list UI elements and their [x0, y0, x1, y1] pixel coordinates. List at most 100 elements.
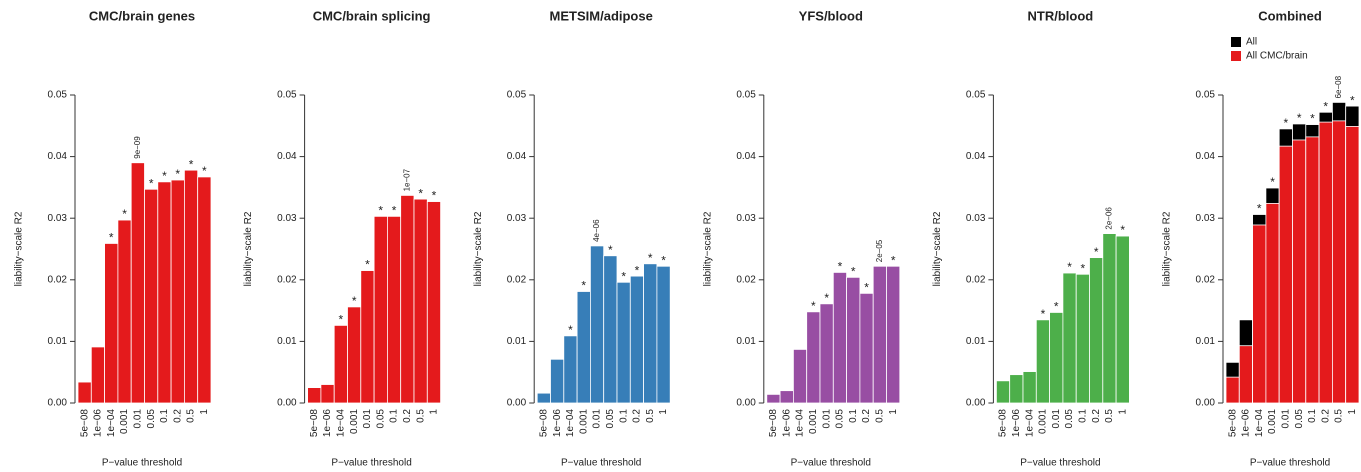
significance-marker: *	[122, 207, 127, 221]
x-tick-label: 1	[888, 409, 899, 415]
y-tick-label: 0.00	[1196, 398, 1216, 409]
significance-marker: *	[1350, 93, 1355, 107]
significance-marker: *	[1297, 111, 1302, 125]
chart-title: Combined	[1258, 8, 1322, 23]
significance-marker: *	[1310, 112, 1315, 126]
bar	[347, 306, 362, 404]
bar	[1238, 345, 1254, 404]
x-tick-label: 0.2	[632, 409, 643, 423]
chart-title: CMC/brain genes	[89, 8, 195, 23]
x-tick-label: 0.2	[861, 409, 872, 423]
bar	[77, 381, 92, 404]
y-tick-label: 0.01	[48, 336, 68, 347]
y-tick-label: 0.05	[48, 90, 68, 101]
bar	[629, 275, 644, 404]
x-tick-label: 5e−08	[309, 409, 320, 438]
significance-marker: *	[1257, 202, 1262, 216]
x-tick-label: 0.1	[848, 409, 859, 423]
bar	[373, 215, 388, 404]
y-tick-label: 0.03	[736, 213, 756, 224]
bar	[117, 219, 132, 404]
bar	[550, 358, 565, 404]
bar	[603, 255, 618, 404]
y-axis-label: liability−scale R2	[14, 211, 25, 286]
x-tick-label: 1e−06	[1011, 409, 1022, 438]
x-tick-label: 1e−06	[322, 409, 333, 438]
bar	[1009, 374, 1024, 404]
p-value-label: 6e−08	[1334, 75, 1343, 98]
x-tick-label: 1e−04	[795, 409, 806, 438]
y-tick-label: 0.01	[507, 336, 527, 347]
bar	[536, 392, 551, 404]
x-tick-label: 5e−08	[1227, 409, 1238, 438]
significance-marker: *	[175, 167, 180, 181]
p-value-label: 2e−06	[1105, 207, 1114, 230]
bar	[1305, 136, 1320, 404]
bar	[859, 292, 874, 404]
bar	[1278, 145, 1293, 404]
x-tick-label: 0.1	[389, 409, 400, 423]
y-tick-label: 0.04	[736, 151, 756, 162]
bar	[170, 179, 185, 404]
bar	[197, 176, 212, 404]
y-tick-label: 0.02	[736, 274, 756, 285]
significance-marker: *	[365, 258, 370, 272]
bar	[616, 281, 631, 404]
bar	[643, 263, 658, 404]
bar	[1035, 319, 1051, 404]
significance-marker: *	[1284, 116, 1289, 130]
x-tick-label: 0.001	[1267, 409, 1278, 434]
y-tick-label: 0.01	[277, 336, 297, 347]
y-tick-label: 0.03	[48, 213, 68, 224]
y-tick-label: 0.03	[507, 213, 527, 224]
y-tick-label: 0.01	[1196, 336, 1216, 347]
y-tick-label: 0.05	[507, 90, 527, 101]
x-tick-label: 0.5	[874, 409, 885, 423]
x-tick-label: 0.2	[402, 409, 413, 423]
y-tick-label: 0.05	[277, 90, 297, 101]
x-tick-label: 0.5	[645, 409, 656, 423]
x-tick-label: 5e−08	[998, 409, 1009, 438]
significance-marker: *	[838, 260, 843, 274]
significance-marker: *	[648, 251, 653, 265]
p-value-label: 9e−09	[133, 136, 142, 159]
significance-marker: *	[189, 157, 194, 171]
x-tick-label: 0.1	[1307, 409, 1318, 423]
legend-label: All CMC/brain	[1246, 51, 1308, 62]
y-tick-label: 0.04	[966, 151, 986, 162]
x-tick-label: 0.05	[375, 409, 386, 429]
x-axis-label: P−value threshold	[331, 458, 411, 469]
bar	[130, 162, 145, 404]
x-tick-label: 1e−04	[565, 409, 576, 438]
chart-title: YFS/blood	[799, 8, 863, 23]
x-axis-label: P−value threshold	[791, 458, 871, 469]
bar	[832, 272, 847, 404]
bar	[576, 291, 591, 404]
bar	[1292, 139, 1307, 404]
bar	[400, 195, 415, 404]
x-tick-label: 0.01	[1051, 409, 1062, 429]
bar	[806, 311, 821, 404]
significance-marker: *	[162, 169, 167, 183]
bar	[886, 265, 901, 404]
y-tick-label: 0.03	[966, 213, 986, 224]
significance-marker: *	[418, 186, 423, 200]
y-tick-label: 0.02	[966, 274, 986, 285]
y-tick-label: 0.01	[736, 336, 756, 347]
significance-marker: *	[149, 176, 154, 190]
significance-marker: *	[1270, 175, 1275, 189]
significance-marker: *	[1323, 99, 1328, 113]
bar	[563, 335, 578, 404]
y-tick-label: 0.02	[277, 274, 297, 285]
x-tick-label: 5e−08	[79, 409, 90, 438]
x-tick-label: 1e−04	[1024, 409, 1035, 438]
legend-label: All	[1246, 37, 1257, 48]
significance-marker: *	[621, 269, 626, 283]
bar	[1265, 203, 1280, 404]
significance-marker: *	[1094, 245, 1099, 259]
bar	[1332, 120, 1347, 404]
significance-marker: *	[811, 299, 816, 313]
significance-marker: *	[1067, 260, 1072, 274]
significance-marker: *	[864, 281, 869, 295]
bar	[1115, 235, 1130, 404]
